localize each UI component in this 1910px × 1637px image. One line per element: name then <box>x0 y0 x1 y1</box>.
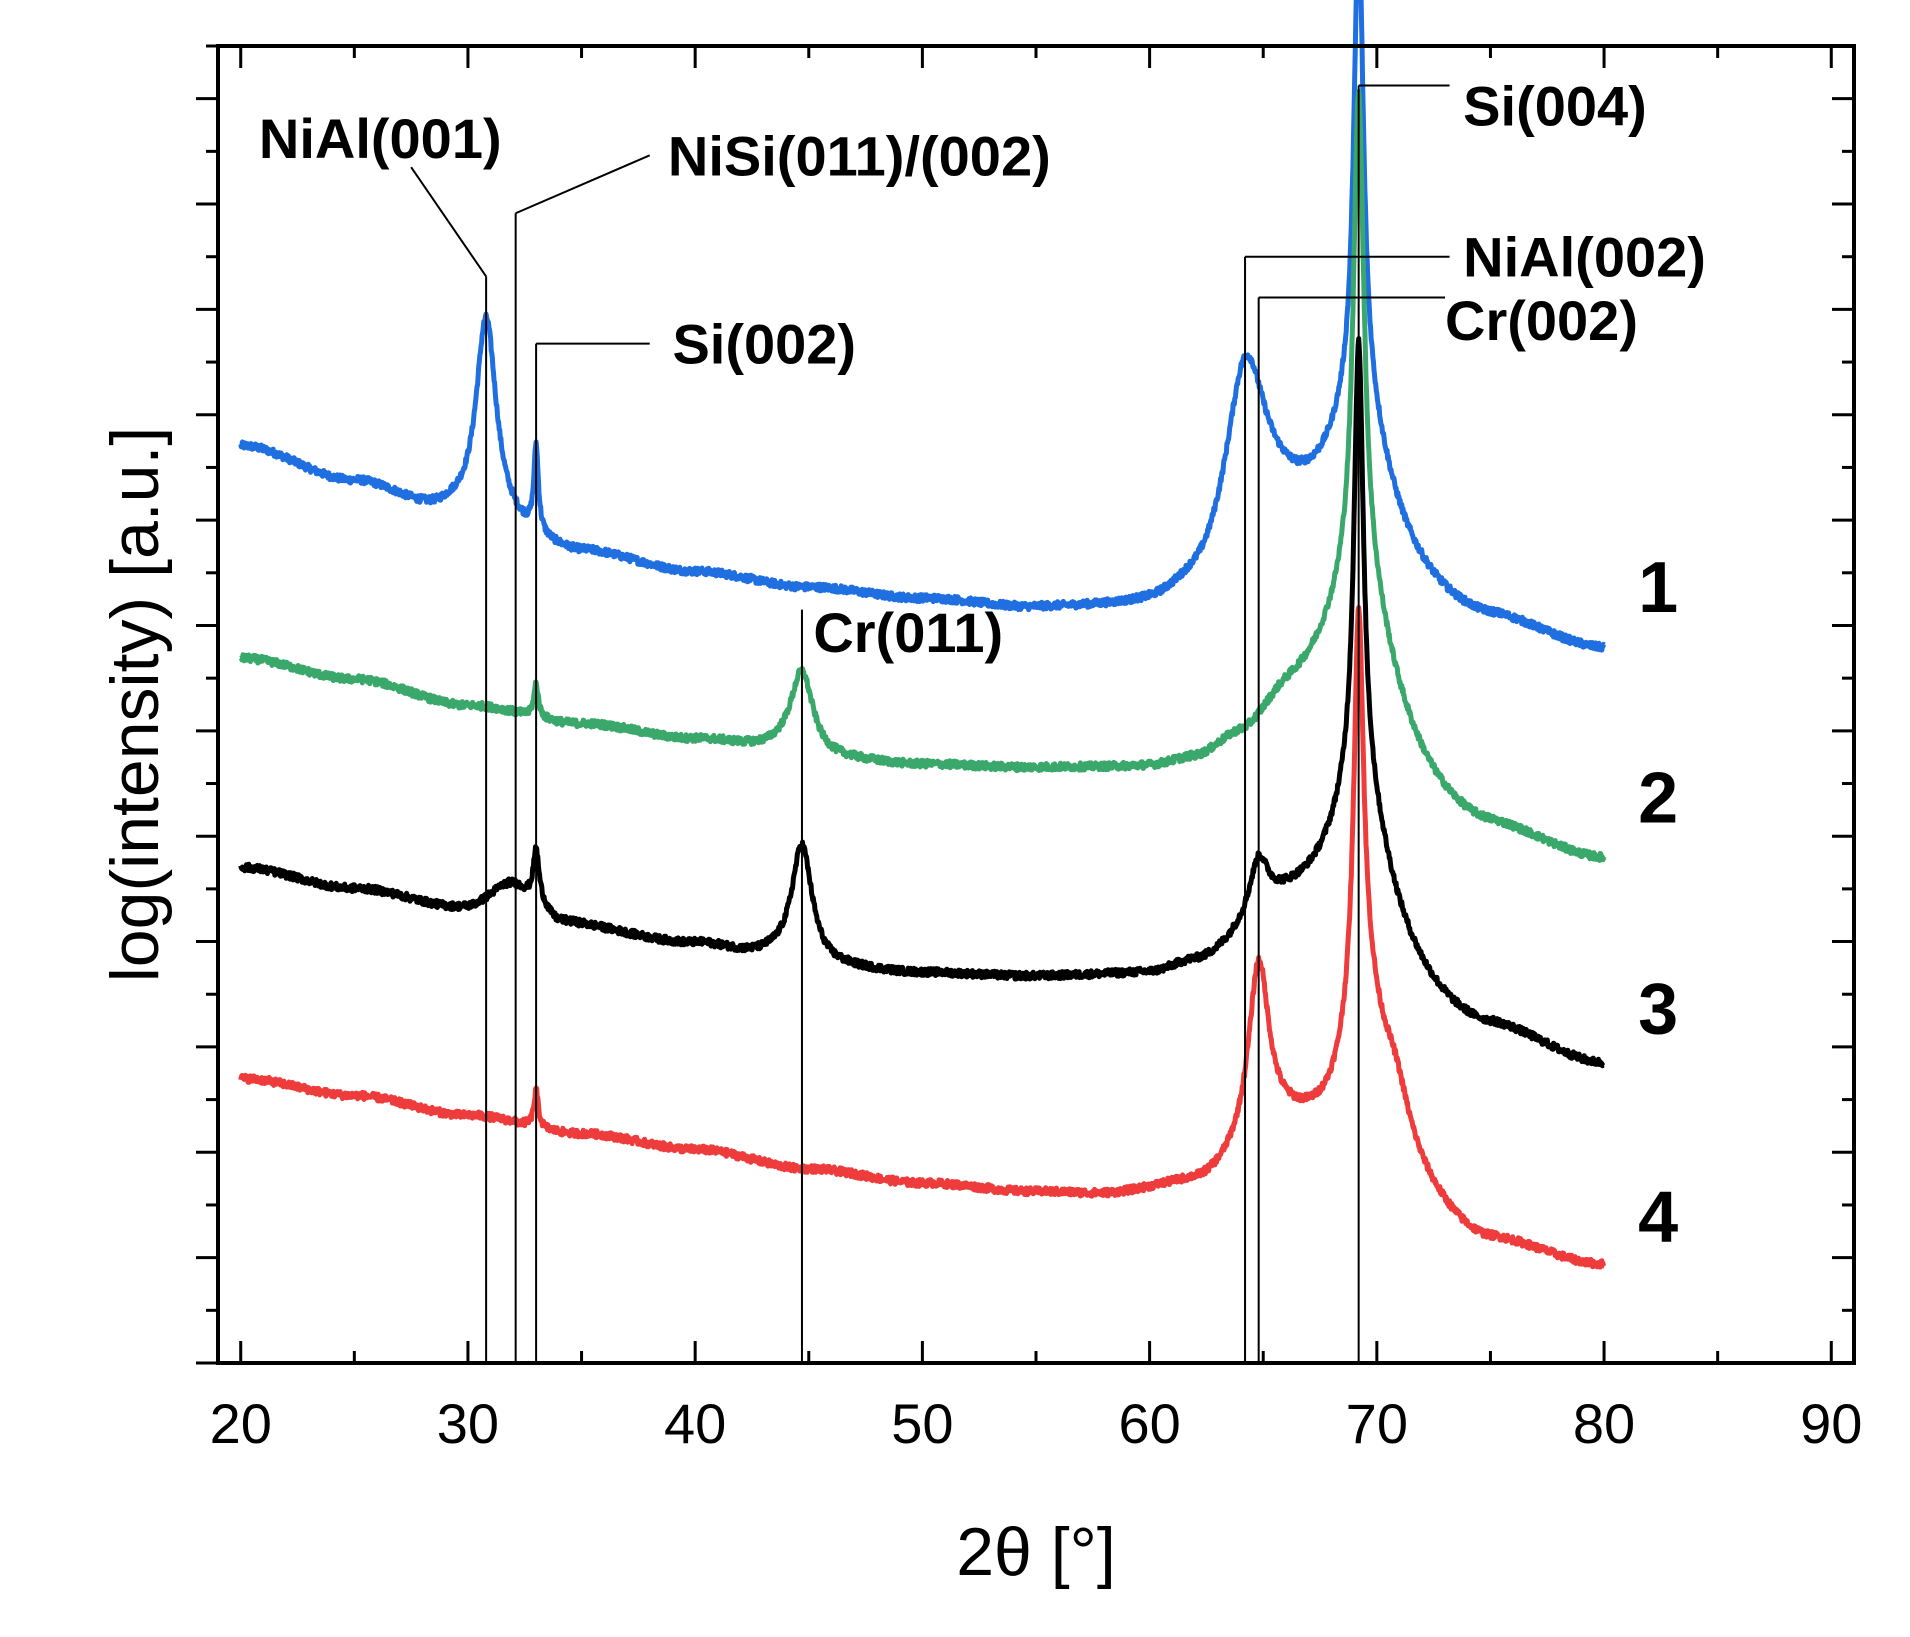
annotation-label: NiSi(011)/(002) <box>668 124 1051 187</box>
annotation-label: NiAl(002) <box>1463 226 1706 289</box>
annotation-label: Cr(011) <box>813 601 1003 664</box>
annotation-label: Si(004) <box>1463 74 1647 137</box>
series-label: 4 <box>1638 1177 1678 1257</box>
x-tick-label: 20 <box>210 1392 272 1455</box>
x-tick-label: 80 <box>1573 1392 1635 1455</box>
x-tick-label: 40 <box>664 1392 726 1455</box>
x-tick-label: 30 <box>437 1392 499 1455</box>
annotation-label: NiAl(001) <box>259 107 502 170</box>
annotation-leader <box>515 154 651 215</box>
x-tick-label: 50 <box>891 1392 953 1455</box>
x-axis-title: 2θ [°] <box>956 1514 1116 1590</box>
plot-layer <box>238 0 1607 1270</box>
tick-layer <box>196 44 1854 1365</box>
series-line-4 <box>238 605 1606 1270</box>
x-tick-label: 60 <box>1118 1392 1180 1455</box>
x-tick-label: 90 <box>1800 1392 1862 1455</box>
annotation-layer <box>410 84 1450 1363</box>
series-line-3 <box>238 336 1606 1069</box>
series-line-1 <box>238 0 1606 653</box>
series-label: 2 <box>1638 759 1678 839</box>
x-tick-label: 70 <box>1346 1392 1408 1455</box>
annotation-leader <box>410 166 487 278</box>
series-label: 1 <box>1638 548 1678 628</box>
y-axis-title: log(intensity) [a.u.] <box>97 427 173 983</box>
annotation-label: Si(002) <box>672 313 856 376</box>
label-layer: 20 30 40 50 60 70 80 90 NiAl(001) NiSi(011)/(002)… <box>210 74 1863 1455</box>
series-line-2 <box>238 89 1607 863</box>
annotation-label: Cr(002) <box>1445 289 1638 352</box>
series-label: 3 <box>1638 969 1678 1049</box>
